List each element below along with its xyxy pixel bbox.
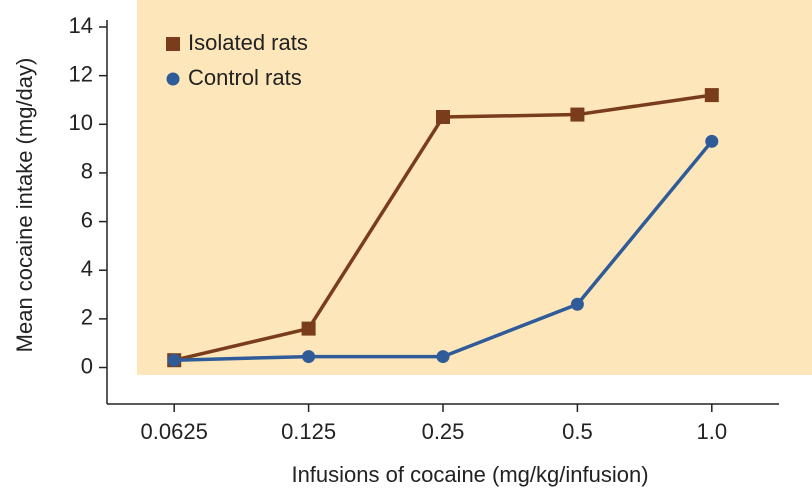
- x-tick-label: 0.0625: [141, 419, 208, 444]
- legend-label: Control rats: [188, 65, 302, 90]
- x-tick-label: 0.125: [281, 419, 336, 444]
- data-point: [704, 88, 719, 103]
- x-tick-label: 0.25: [422, 419, 465, 444]
- data-point: [570, 297, 584, 311]
- y-tick-label: 0: [81, 353, 93, 378]
- data-point: [570, 107, 585, 122]
- y-tick-label: 8: [81, 159, 93, 184]
- y-tick-label: 12: [69, 61, 93, 86]
- data-point: [301, 321, 316, 336]
- x-tick-label: 1.0: [697, 419, 728, 444]
- y-axis-label: Mean cocaine intake (mg/day): [12, 58, 37, 353]
- y-tick-label: 4: [81, 256, 93, 281]
- y-tick-label: 10: [69, 110, 93, 135]
- y-tick-label: 14: [69, 13, 93, 38]
- data-point: [302, 350, 316, 364]
- data-point: [167, 353, 181, 367]
- data-point: [436, 109, 450, 124]
- data-point: [705, 134, 719, 148]
- plot-background: [137, 0, 812, 375]
- data-point: [436, 350, 450, 364]
- x-axis-label: Infusions of cocaine (mg/kg/infusion): [291, 462, 648, 487]
- legend-marker: [166, 37, 180, 51]
- y-tick-label: 2: [81, 305, 93, 330]
- y-tick-label: 6: [81, 207, 93, 232]
- x-tick-label: 0.5: [562, 419, 593, 444]
- legend-label: Isolated rats: [188, 30, 308, 55]
- legend-marker: [166, 72, 180, 86]
